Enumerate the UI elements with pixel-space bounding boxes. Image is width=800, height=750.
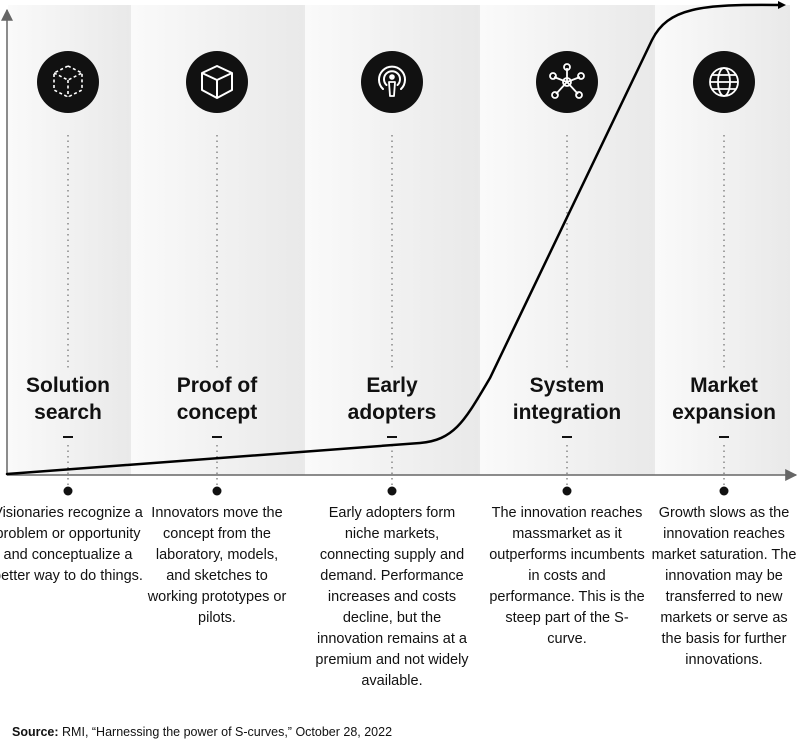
stage-description-early-adopters: Early adopters form niche markets, conne… [315, 505, 469, 689]
stage-title-line1: System [529, 374, 605, 397]
dashed-cube-icon [37, 51, 99, 113]
stage-title-solution-search: Solution search [0, 372, 153, 426]
stage-title-line1: Proof of [176, 374, 258, 397]
network-nodes-icon [536, 51, 598, 113]
stage-description-proof-of-concept: Innovators move the concept from the lab… [147, 505, 287, 626]
source-label: Source: [12, 725, 59, 739]
source-text: RMI, “Harnessing the power of S-curves,”… [62, 725, 393, 739]
broadcast-person-icon [361, 51, 423, 113]
stage-title-line1: Early [366, 374, 418, 397]
globe-icon [693, 51, 755, 113]
stage-title-line2: adopters [347, 401, 437, 424]
stage-title-line1: Solution [26, 374, 110, 397]
stage-description-solution-search: Visionaries recognize a problem or oppor… [0, 505, 143, 584]
stage-dots [63, 486, 729, 496]
stage-title-proof-of-concept: Proof of concept [132, 372, 302, 426]
stage-description-system-integration: The innovation reaches massmarket as it … [489, 505, 645, 647]
stage-title-line2: expansion [672, 401, 776, 424]
stage-description-market-expansion: Growth slows as the innovation reaches m… [651, 505, 797, 668]
stage-title-line2: concept [176, 401, 258, 424]
cube-icon [186, 51, 248, 113]
source-note: Source: RMI, “Harnessing the power of S-… [12, 725, 392, 739]
stage-title-line2: integration [512, 401, 622, 424]
stage-title-early-adopters: Early adopters [307, 372, 477, 426]
stage-title-line1: Market [690, 374, 758, 397]
s-curve-line [5, 3, 782, 476]
s-curve-arrowhead [778, 1, 786, 9]
stage-title-market-expansion: Market expansion [639, 372, 800, 426]
stage-title-line2: search [34, 401, 102, 424]
dotted-connectors-bottom [67, 445, 725, 486]
dotted-connectors-top [67, 135, 725, 368]
stage-title-system-integration: System integration [482, 372, 652, 426]
